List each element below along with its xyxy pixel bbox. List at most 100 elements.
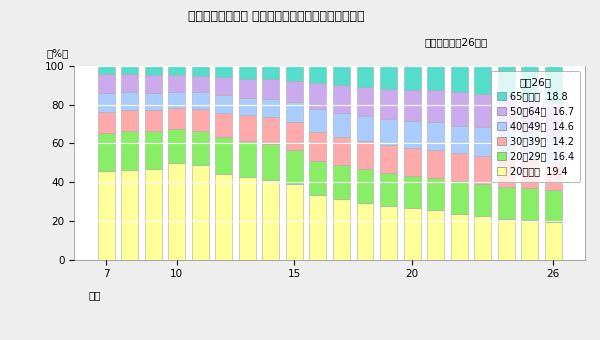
Bar xyxy=(474,155,491,184)
Bar xyxy=(98,94,115,112)
Bar xyxy=(145,75,161,93)
Bar xyxy=(239,115,256,141)
Bar xyxy=(498,219,515,259)
Bar xyxy=(145,169,161,259)
Bar xyxy=(168,91,185,108)
Bar xyxy=(262,66,279,79)
Bar xyxy=(333,66,350,85)
Bar xyxy=(310,83,326,109)
Bar xyxy=(192,92,209,109)
Bar xyxy=(262,180,279,259)
Bar xyxy=(262,99,279,117)
Bar xyxy=(239,79,256,98)
Bar xyxy=(427,210,444,259)
Bar xyxy=(215,137,232,174)
Bar xyxy=(239,176,256,259)
Bar xyxy=(356,66,373,87)
Bar xyxy=(310,109,326,132)
Bar xyxy=(545,66,562,102)
Bar xyxy=(215,77,232,95)
Bar xyxy=(262,117,279,144)
Bar xyxy=(521,99,538,132)
Bar xyxy=(215,66,232,77)
Bar xyxy=(192,131,209,165)
Bar xyxy=(380,119,397,144)
Bar xyxy=(333,85,350,113)
Bar xyxy=(451,92,467,126)
Bar xyxy=(310,195,326,259)
Bar xyxy=(239,66,256,79)
Bar xyxy=(215,95,232,113)
Bar xyxy=(356,169,373,203)
Bar xyxy=(404,121,421,148)
Bar xyxy=(545,102,562,135)
Bar xyxy=(545,190,562,222)
Bar xyxy=(474,94,491,127)
Bar xyxy=(474,216,491,259)
Bar xyxy=(451,126,467,153)
Legend: 65歳以上  18.8, 50～64歳  16.7, 40～49歳  14.6, 30～39歳  14.2, 20～29歳  16.4, 20歳未満  19.4: 65歳以上 18.8, 50～64歳 16.7, 40～49歳 14.6, 30… xyxy=(491,71,580,182)
Bar xyxy=(545,135,562,163)
Bar xyxy=(98,66,115,74)
Bar xyxy=(286,81,303,102)
Bar xyxy=(192,165,209,259)
Bar xyxy=(98,133,115,171)
Bar xyxy=(168,66,185,75)
Bar xyxy=(356,116,373,141)
Bar xyxy=(427,90,444,122)
Bar xyxy=(498,66,515,97)
Bar xyxy=(427,178,444,210)
Bar xyxy=(239,141,256,176)
Bar xyxy=(404,148,421,176)
Bar xyxy=(545,222,562,259)
Bar xyxy=(168,108,185,129)
Bar xyxy=(427,122,444,150)
Bar xyxy=(427,150,444,178)
Bar xyxy=(356,87,373,116)
Bar xyxy=(498,158,515,187)
Bar xyxy=(262,144,279,180)
Text: （%）: （%） xyxy=(46,48,68,58)
Text: ２図　一般刑法犯 検挙人員の年齢層別構成比の推移: ２図 一般刑法犯 検挙人員の年齢層別構成比の推移 xyxy=(188,10,364,23)
Bar xyxy=(404,66,421,90)
Text: 平成: 平成 xyxy=(88,290,101,301)
Bar xyxy=(121,66,138,74)
Bar xyxy=(333,113,350,137)
Bar xyxy=(451,214,467,259)
Bar xyxy=(286,66,303,81)
Bar xyxy=(168,129,185,163)
Bar xyxy=(310,66,326,83)
Bar xyxy=(121,110,138,131)
Bar xyxy=(286,184,303,259)
Bar xyxy=(168,163,185,259)
Bar xyxy=(145,110,161,131)
Bar xyxy=(192,109,209,131)
Bar xyxy=(451,153,467,181)
Bar xyxy=(286,150,303,184)
Bar xyxy=(521,188,538,220)
Bar xyxy=(404,208,421,259)
Bar xyxy=(451,181,467,214)
Bar xyxy=(380,144,397,173)
Bar xyxy=(168,75,185,91)
Bar xyxy=(498,97,515,130)
Bar xyxy=(451,66,467,92)
Bar xyxy=(356,203,373,259)
Bar xyxy=(404,176,421,208)
Bar xyxy=(192,66,209,76)
Bar xyxy=(545,163,562,190)
Bar xyxy=(121,74,138,92)
Bar xyxy=(380,66,397,89)
Bar xyxy=(262,79,279,99)
Bar xyxy=(121,92,138,110)
Bar xyxy=(404,90,421,121)
Bar xyxy=(380,89,397,119)
Bar xyxy=(121,131,138,170)
Bar xyxy=(192,76,209,92)
Bar xyxy=(380,205,397,259)
Bar xyxy=(239,98,256,115)
Bar xyxy=(474,184,491,216)
Bar xyxy=(98,74,115,94)
Bar xyxy=(356,141,373,169)
Bar xyxy=(145,93,161,110)
